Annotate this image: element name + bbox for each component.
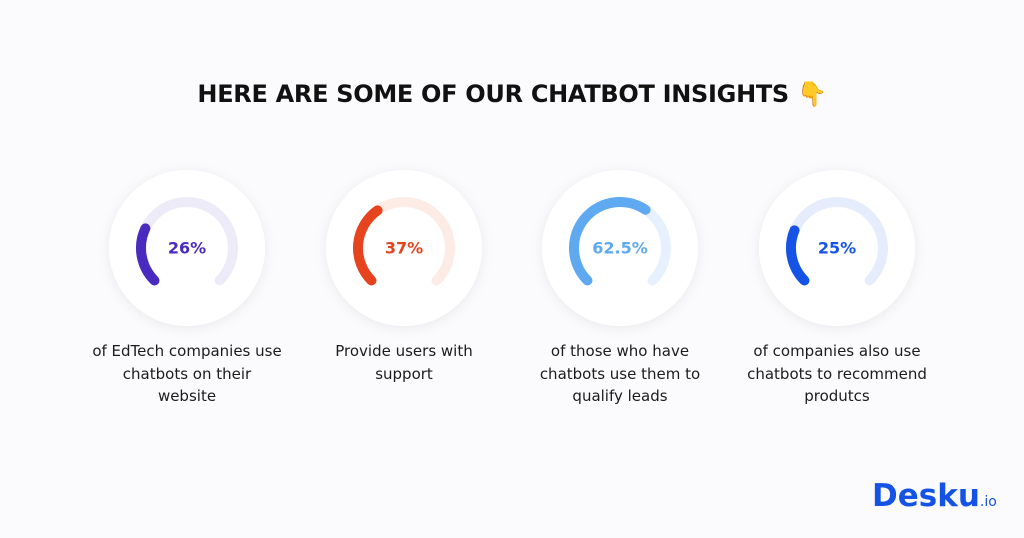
gauge-description: Provide users with support [335, 342, 473, 383]
gauge-arc [136, 223, 160, 286]
brand-logo: Desku.io [872, 478, 997, 514]
gauge-arc [353, 205, 383, 286]
gauge-card [109, 170, 265, 326]
brand-name: Desku [872, 478, 980, 514]
gauge-description: of those who have chatbots use them to q… [539, 342, 701, 405]
gauge-value-label: 26% [168, 239, 206, 258]
gauge-arc [569, 197, 651, 286]
title: HERE ARE SOME OF OUR CHATBOT INSIGHTS 👇 [197, 80, 827, 108]
brand-suffix: .io [979, 494, 997, 510]
gauge-arc [786, 225, 810, 286]
gauge-value-label: 37% [385, 239, 423, 258]
gauge-card [326, 170, 482, 326]
gauge-description: of EdTech companies use chatbots on thei… [92, 342, 282, 405]
gauge-value-label: 62.5% [592, 239, 648, 258]
gauge-value-label: 25% [818, 239, 856, 258]
gauge-card [542, 170, 698, 326]
gauge-description: of companies also use chatbots to recomm… [747, 342, 927, 405]
gauge-card [759, 170, 915, 326]
